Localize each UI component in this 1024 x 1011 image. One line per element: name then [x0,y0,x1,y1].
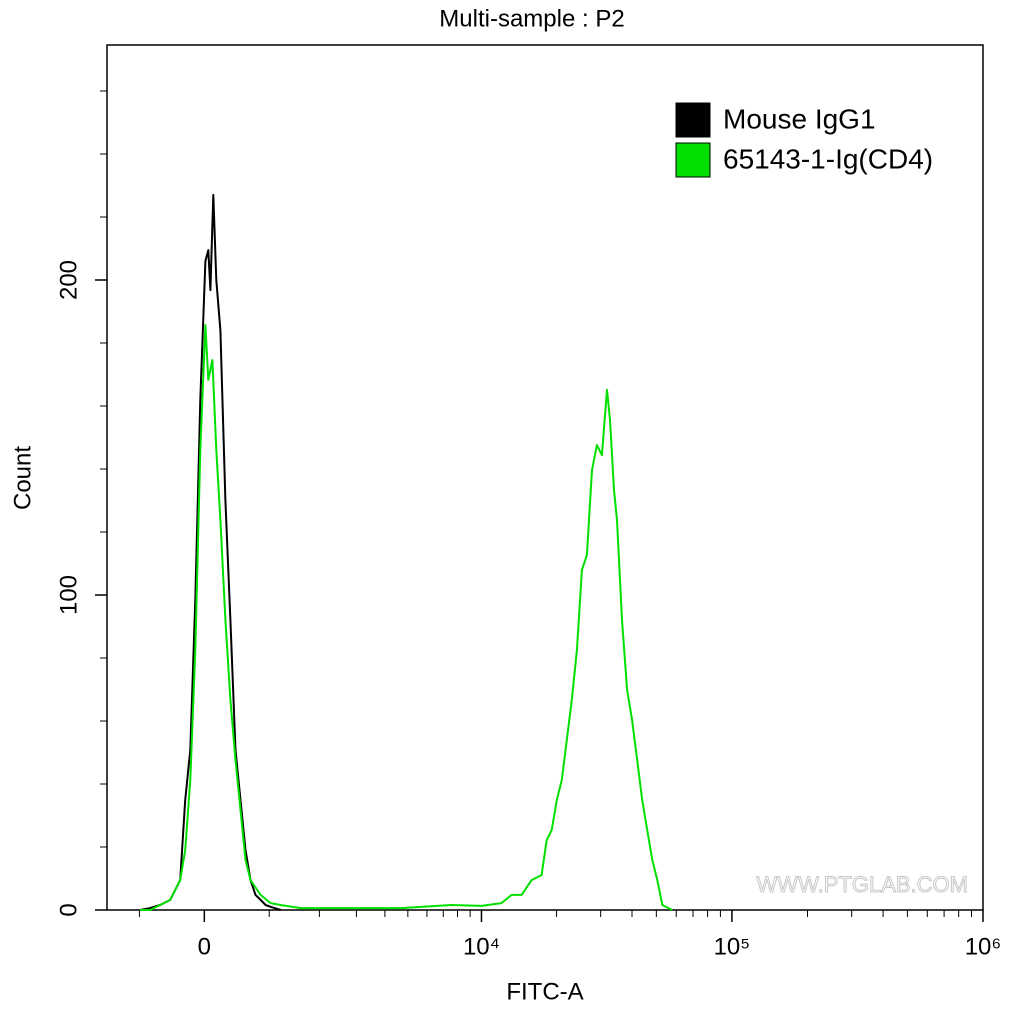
y-tick-label: 200 [55,260,82,300]
series-line [140,324,673,911]
series-line [139,193,281,911]
plot-frame [106,44,984,911]
y-axis-label: Count [9,446,36,510]
y-tick-label: 100 [55,575,82,615]
x-tick-label: 10⁶ [965,933,1002,960]
legend-label: 65143-1-Ig(CD4) [723,143,933,174]
legend-swatch [675,102,711,138]
chart-title: Multi-sample : P2 [439,5,624,32]
x-axis-label: FITC-A [506,978,583,1005]
x-tick-label: 10⁴ [463,933,500,960]
x-tick-label: 10⁵ [714,933,751,960]
watermark: WWW.PTGLAB.COM [757,872,968,897]
legend-swatch [675,142,711,178]
legend-label: Mouse IgG1 [723,103,876,134]
x-tick-label: 0 [198,933,211,960]
y-tick-label: 0 [55,903,82,916]
